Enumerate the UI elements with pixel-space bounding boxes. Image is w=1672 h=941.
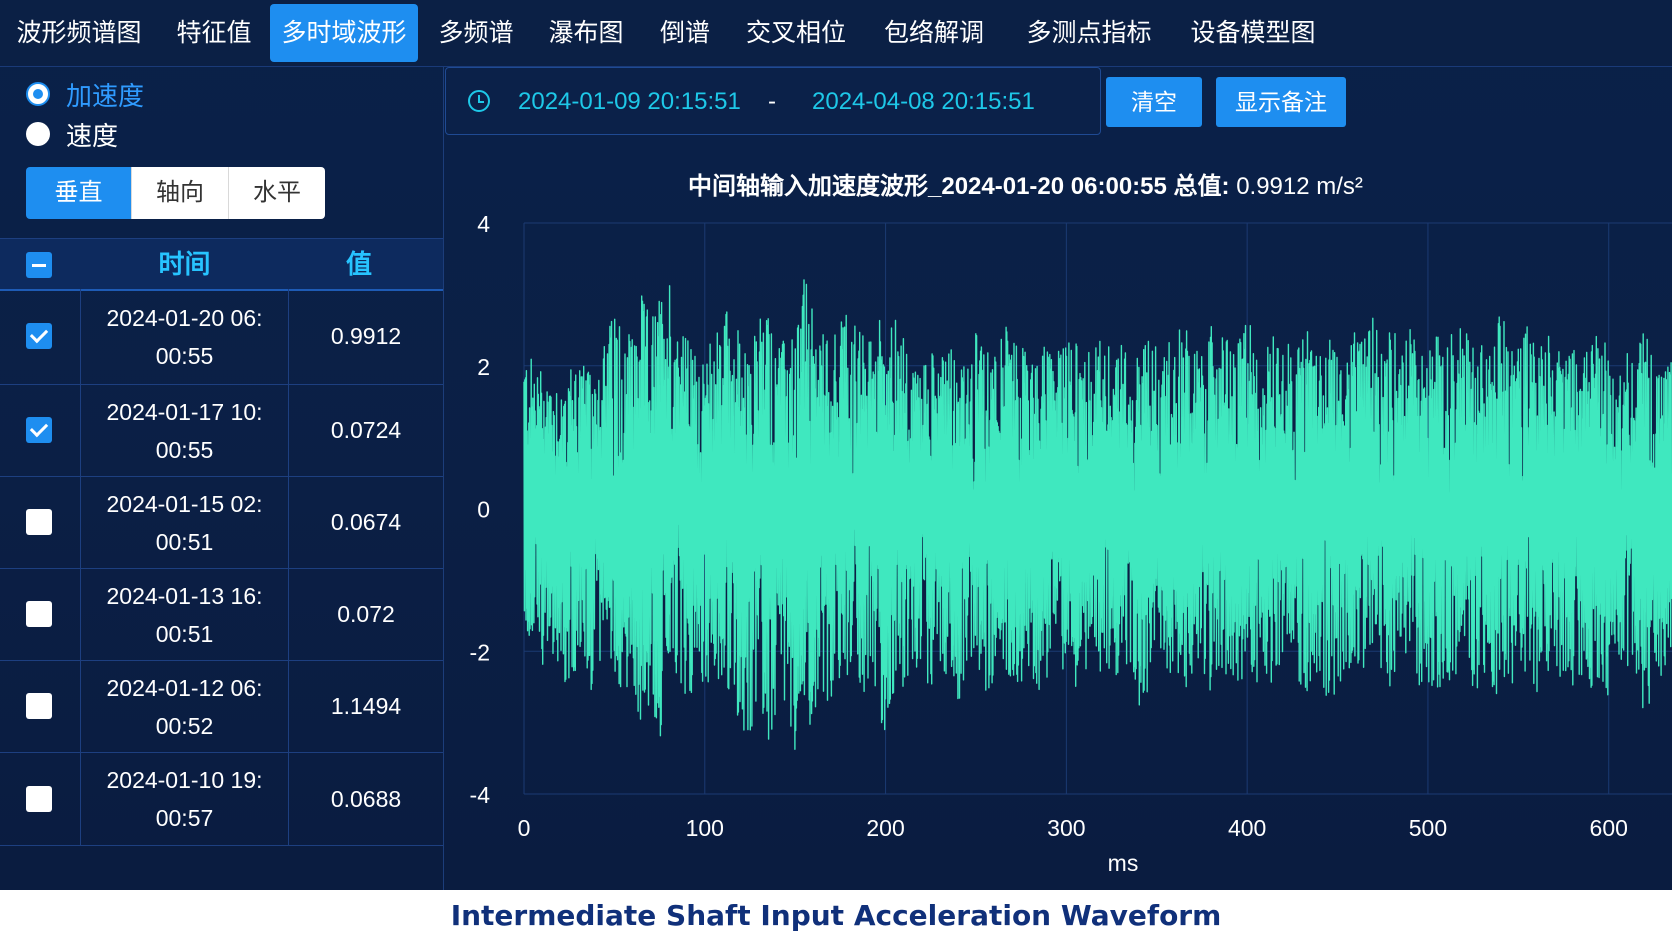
y-tick-label: -4 [470, 782, 491, 808]
row-time-line2: 00:57 [155, 805, 214, 831]
row-value: 0.0724 [330, 417, 402, 443]
waveform-chart[interactable]: 4 2 0 -2 -4 0 100 200 300 400 500 600 ms [445, 190, 1672, 890]
x-tick-label: 200 [866, 815, 904, 841]
select-all-checkbox[interactable] [26, 252, 52, 278]
row-checkbox[interactable] [26, 323, 52, 349]
row-value: 0.072 [337, 601, 395, 627]
row-time-line1: 2024-01-15 02: [106, 490, 263, 517]
table-row[interactable]: 2024-01-17 10: 00:55 0.0724 [0, 385, 443, 477]
x-tick-label: 400 [1228, 815, 1266, 841]
tab-equipment-model[interactable]: 设备模型图 [1190, 19, 1316, 47]
app-window: 波形频谱图 特征值 多时域波形 多频谱 瀑布图 倒谱 交叉相位 包络解调 多测点… [0, 0, 1672, 890]
row-check-cell [0, 477, 81, 568]
row-time-line2: 00:51 [155, 528, 214, 555]
direction-horizontal-button[interactable]: 水平 [229, 167, 325, 219]
row-checkbox[interactable] [26, 417, 52, 443]
y-tick-label: 4 [477, 211, 490, 237]
tab-cepstrum[interactable]: 倒谱 [659, 19, 710, 47]
row-value: 0.0674 [330, 509, 402, 535]
chart-title-value: 0.9912 m/s² [1236, 173, 1363, 200]
tab-waveform-spectrum[interactable]: 波形频谱图 [16, 19, 142, 47]
direction-segment: 垂直 轴向 水平 [26, 167, 325, 219]
row-check-cell [0, 289, 81, 384]
y-tick-label: -2 [470, 639, 490, 665]
x-tick-label: 500 [1409, 815, 1447, 841]
row-time-line1: 2024-01-12 06: [106, 674, 263, 701]
column-header-value: 值 [345, 249, 372, 279]
table-row[interactable]: 2024-01-12 06: 00:52 1.1494 [0, 661, 443, 753]
x-tick-label: 0 [518, 815, 531, 841]
column-header-time: 时间 [158, 249, 211, 279]
row-time: 2024-01-12 06: 00:52 [81, 661, 289, 752]
row-value: 0.0688 [330, 785, 402, 812]
date-separator: - [768, 88, 776, 115]
table-row[interactable]: 2024-01-15 02: 00:51 0.0674 [0, 477, 443, 569]
y-tick-label: 0 [477, 497, 490, 523]
row-time-line1: 2024-01-17 10: [106, 398, 263, 425]
row-time-line1: 2024-01-13 16: [106, 582, 263, 609]
tab-waterfall[interactable]: 瀑布图 [548, 19, 624, 47]
tab-envelope-demodulation[interactable]: 包络解调 [883, 19, 984, 47]
radio-unchecked-icon[interactable] [26, 122, 50, 146]
row-value: 1.1494 [330, 693, 402, 719]
row-time-line2: 00:55 [155, 342, 214, 369]
row-time-line1: 2024-01-10 19: [106, 767, 263, 793]
row-time: 2024-01-10 19: 00:57 [81, 753, 289, 845]
left-panel: 加速度 速度 垂直 轴向 水平 时间 值 2024-01-20 06: 00:5… [0, 67, 444, 890]
tab-cross-phase[interactable]: 交叉相位 [745, 19, 846, 47]
row-time: 2024-01-13 16: 00:51 [81, 569, 289, 660]
row-check-cell [0, 753, 81, 845]
direction-axial-button[interactable]: 轴向 [132, 167, 229, 219]
top-nav: 波形频谱图 特征值 多时域波形 多频谱 瀑布图 倒谱 交叉相位 包络解调 多测点… [0, 0, 1672, 67]
radio-acceleration[interactable]: 加速度 [26, 77, 144, 111]
radio-checked-icon[interactable] [26, 82, 50, 106]
row-checkbox[interactable] [26, 509, 52, 535]
clear-button[interactable]: 清空 [1106, 77, 1202, 127]
x-tick-label: 300 [1047, 815, 1085, 841]
tab-multi-time-waveform[interactable]: 多时域波形 [270, 4, 418, 62]
date-end[interactable]: 2024-04-08 20:15:51 [812, 88, 1035, 115]
waveform-series-line [523, 279, 1672, 750]
row-check-cell [0, 569, 81, 660]
chart-title: 中间轴输入加速度波形_2024-01-20 06:00:55 总值: 0.991… [688, 166, 1363, 201]
row-checkbox[interactable] [26, 693, 52, 719]
row-check-cell [0, 385, 81, 476]
direction-vertical-button[interactable]: 垂直 [26, 167, 132, 219]
clock-icon [468, 90, 490, 112]
show-notes-button[interactable]: 显示备注 [1216, 77, 1346, 127]
row-checkbox[interactable] [26, 601, 52, 627]
row-time-line1: 2024-01-20 06: [106, 304, 263, 331]
figure-caption: Intermediate Shaft Input Acceleration Wa… [0, 890, 1672, 941]
chart-title-text: 中间轴输入加速度波形_2024-01-20 06:00:55 总值: [688, 173, 1230, 200]
tab-characteristic-values[interactable]: 特征值 [176, 19, 252, 47]
row-time-line2: 00:51 [155, 620, 214, 647]
date-range-picker[interactable]: 2024-01-09 20:15:51 - 2024-04-08 20:15:5… [445, 67, 1101, 135]
x-tick-label: 600 [1590, 815, 1628, 841]
row-time: 2024-01-20 06: 00:55 [81, 289, 289, 384]
table-row[interactable]: 2024-01-10 19: 00:57 0.0688 [0, 753, 443, 846]
row-value: 0.9912 [330, 323, 402, 349]
radio-velocity-label: 速度 [66, 120, 119, 151]
table-row[interactable]: 2024-01-13 16: 00:51 0.072 [0, 569, 443, 661]
row-time: 2024-01-15 02: 00:51 [81, 477, 289, 568]
tab-multi-point-metrics[interactable]: 多测点指标 [1026, 19, 1152, 47]
radio-acceleration-label: 加速度 [66, 80, 145, 111]
table-row[interactable]: 2024-01-20 06: 00:55 0.9912 [0, 289, 443, 385]
row-time-line2: 00:55 [155, 436, 214, 463]
table-header: 时间 值 [0, 238, 443, 291]
tab-multi-spectrum[interactable]: 多频谱 [438, 19, 514, 47]
row-time-line2: 00:52 [155, 712, 214, 739]
row-check-cell [0, 661, 81, 752]
date-start[interactable]: 2024-01-09 20:15:51 [518, 88, 741, 115]
x-axis-label: ms [1108, 850, 1139, 876]
radio-velocity[interactable]: 速度 [26, 117, 118, 151]
y-tick-label: 2 [477, 354, 490, 380]
row-checkbox[interactable] [26, 786, 52, 812]
x-tick-label: 100 [686, 815, 724, 841]
row-time: 2024-01-17 10: 00:55 [81, 385, 289, 476]
